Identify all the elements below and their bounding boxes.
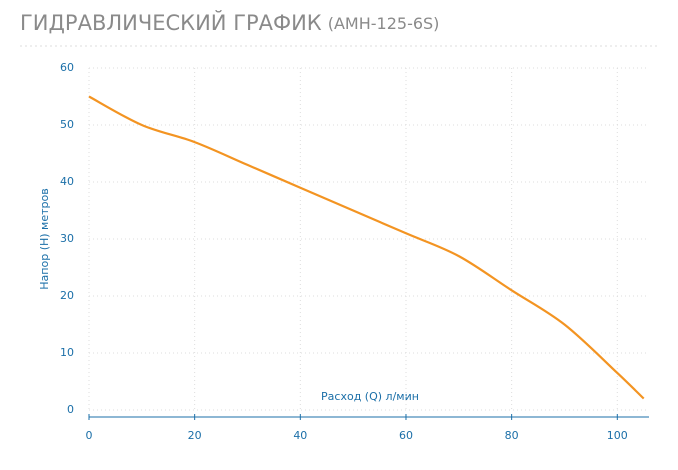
x-axis-label: Расход (Q) л/мин [321,390,419,403]
line-series [88,95,645,400]
y-tick-label: 0 [67,403,74,416]
y-axis-label: Напор (H) метров [38,188,51,289]
title: ГИДРАВЛИЧЕСКИЙ ГРАФИК [20,10,322,35]
y-tick-label: 20 [60,289,74,302]
x-tick-label: 60 [399,429,413,442]
x-tick-label: 20 [188,429,202,442]
subtitle: (АМН-125-6S) [328,14,440,33]
x-tick-label: 100 [607,429,628,442]
x-tick-label: 0 [86,429,93,442]
y-tick-label: 30 [60,232,74,245]
y-tick-label: 60 [60,61,74,74]
x-tick-label: 40 [293,429,307,442]
y-tick-label: 50 [60,118,74,131]
chart-title: ГИДРАВЛИЧЕСКИЙ ГРАФИК (АМН-125-6S) [20,10,439,35]
y-tick-label: 40 [60,175,74,188]
y-tick-label: 10 [60,346,74,359]
x-tick-label: 80 [505,429,519,442]
